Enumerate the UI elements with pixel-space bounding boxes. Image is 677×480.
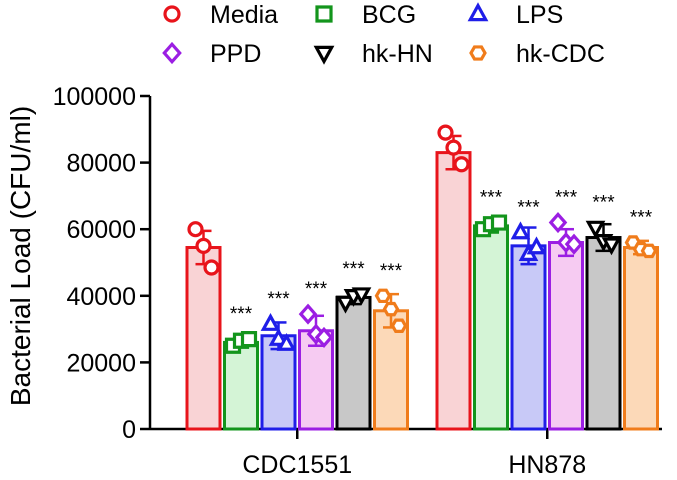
- legend-marker: [163, 5, 181, 23]
- legend-label: hk-HN: [362, 40, 433, 68]
- data-point: [240, 330, 258, 348]
- data-point: [298, 303, 318, 325]
- x-category-label: CDC1551: [242, 451, 352, 479]
- significance-label: ***: [305, 279, 328, 300]
- legend-marker: [313, 45, 335, 65]
- y-axis-title-group: Bacterial Load (CFU/ml): [5, 106, 36, 406]
- bar: [473, 224, 509, 431]
- data-point: [640, 243, 658, 259]
- legend-label: BCG: [362, 1, 416, 29]
- legend-item-ppd: PPD: [162, 40, 261, 68]
- legend-item-bcg: BCG: [315, 1, 416, 29]
- significance-label: ***: [230, 304, 253, 325]
- x-category-label: HN878: [508, 451, 586, 479]
- y-axis-title: Bacterial Load (CFU/ml): [5, 106, 36, 406]
- data-point: [453, 156, 470, 173]
- significance-label: ***: [342, 259, 365, 280]
- y-tick-label: 20000: [66, 349, 136, 377]
- legend-label: PPD: [210, 40, 261, 68]
- data-point: [437, 124, 454, 141]
- y-tick-label: 80000: [66, 150, 136, 178]
- legend: Media BCG LPS PPD hk-HN hk-CDC: [162, 1, 605, 68]
- data-point: [585, 220, 606, 239]
- data-point: [564, 233, 584, 255]
- bar: [548, 241, 584, 431]
- data-point: [445, 139, 462, 156]
- significance-label: ***: [267, 289, 290, 310]
- data-point: [601, 237, 622, 256]
- data-point: [260, 312, 281, 331]
- bar: [585, 236, 622, 431]
- legend-label: hk-CDC: [516, 40, 605, 68]
- data-point: [195, 237, 212, 254]
- legend-marker: [467, 2, 489, 22]
- data-point: [510, 221, 531, 240]
- y-tick-label: 0: [122, 416, 136, 444]
- significance-label: ***: [592, 193, 615, 214]
- data-point: [335, 295, 356, 314]
- legend-item-media: Media: [163, 1, 278, 29]
- data-point: [382, 301, 400, 317]
- bar: [435, 151, 472, 431]
- significance-label: ***: [480, 188, 503, 209]
- legend-label: Media: [210, 1, 278, 29]
- bar: [298, 329, 334, 431]
- legend-marker: [315, 5, 333, 23]
- y-tick-label: 60000: [66, 216, 136, 244]
- significance-label: ***: [630, 208, 653, 229]
- bar: [510, 244, 547, 431]
- legend-item-hk-hn: hk-HN: [313, 40, 433, 68]
- bar: [623, 246, 659, 431]
- significance-label: ***: [555, 188, 578, 209]
- legend-marker: [469, 45, 487, 61]
- bar: [223, 340, 259, 431]
- data-point: [351, 287, 372, 306]
- data-point: [314, 326, 334, 348]
- bar: [335, 295, 372, 431]
- legend-item-hk-cdc: hk-CDC: [469, 40, 605, 68]
- data-point: [203, 259, 220, 276]
- significance-label: ***: [517, 198, 540, 219]
- legend-item-lps: LPS: [467, 1, 563, 29]
- legend-label: LPS: [516, 1, 563, 29]
- significance-label: ***: [380, 261, 403, 282]
- data-point: [526, 236, 547, 255]
- data-point: [187, 221, 204, 238]
- bars: *** *** *** *** *** *** *** *** *** ***: [185, 124, 659, 431]
- y-tick-label: 40000: [66, 283, 136, 311]
- data-point: [390, 318, 408, 333]
- y-tick-label: 100000: [53, 83, 136, 111]
- data-point: [276, 332, 297, 351]
- data-point: [490, 214, 508, 231]
- data-point: [374, 288, 392, 304]
- legend-marker: [162, 41, 182, 65]
- data-point: [548, 211, 568, 234]
